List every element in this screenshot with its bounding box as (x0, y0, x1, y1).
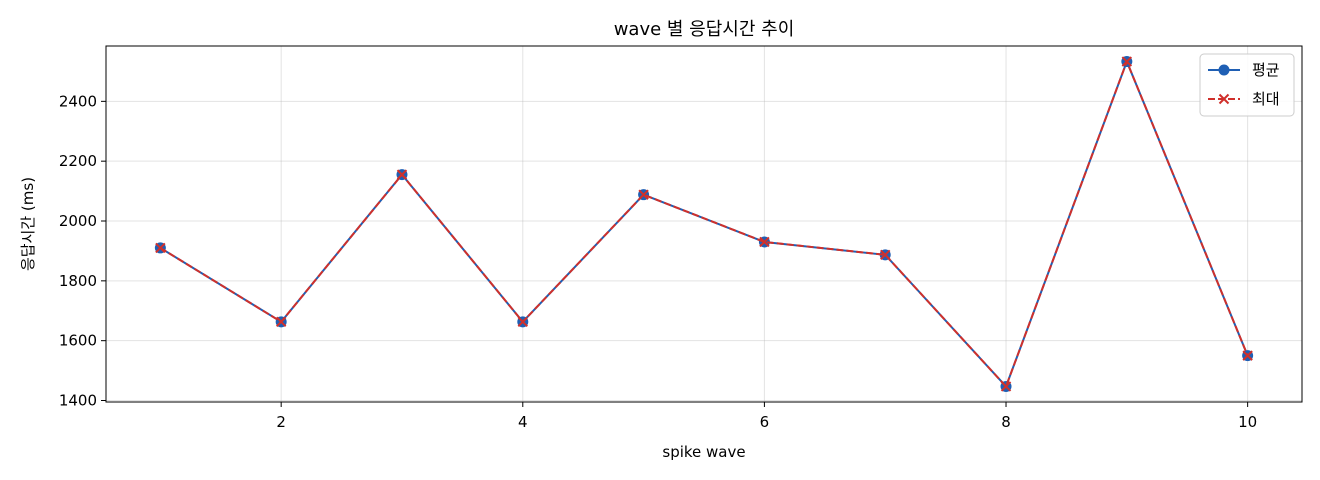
y-tick-label: 2400 (59, 92, 97, 110)
x-marker (1242, 350, 1253, 361)
grid (106, 46, 1302, 402)
y-tick-label: 1400 (59, 392, 97, 410)
x-tick-label: 8 (1001, 413, 1011, 431)
legend-circle-marker (1218, 64, 1230, 76)
x-marker (880, 249, 891, 261)
x-marker (1000, 381, 1012, 392)
plot-area-frame (105, 45, 1303, 403)
x-marker (275, 316, 287, 328)
series-layer (154, 56, 1254, 392)
x-marker (1121, 56, 1133, 67)
legend-label: 최대 (1252, 90, 1280, 108)
series-line (159, 60, 1249, 388)
series-1 (154, 56, 1254, 392)
y-tick-label: 1600 (59, 332, 97, 350)
x-marker (759, 236, 770, 248)
x-tick-label: 6 (760, 413, 770, 431)
x-marker (396, 169, 408, 180)
x-tick-label: 10 (1238, 413, 1257, 431)
y-axis: 1400 1600 1800 2000 2200 2400 (59, 92, 106, 410)
y-tick-label: 1800 (59, 272, 97, 290)
legend-x-marker (1218, 93, 1230, 105)
x-marker (155, 242, 166, 254)
y-tick-label: 2000 (59, 212, 97, 230)
x-tick-label: 2 (276, 413, 286, 431)
legend-label: 평균 (1252, 61, 1280, 79)
x-marker (638, 189, 649, 200)
chart-title: wave 별 응답시간 추이 (614, 19, 795, 40)
legend-box (1199, 53, 1295, 117)
x-axis: 2 4 6 8 10 (276, 402, 1257, 431)
x-axis-title: spike wave (662, 443, 745, 461)
x-marker (517, 316, 528, 328)
y-axis-title: 응답시간 (ms) (19, 177, 37, 271)
series-line (159, 60, 1249, 388)
x-tick-label: 4 (518, 413, 528, 431)
y-tick-label: 2200 (59, 152, 97, 170)
series-2 (155, 56, 1253, 392)
